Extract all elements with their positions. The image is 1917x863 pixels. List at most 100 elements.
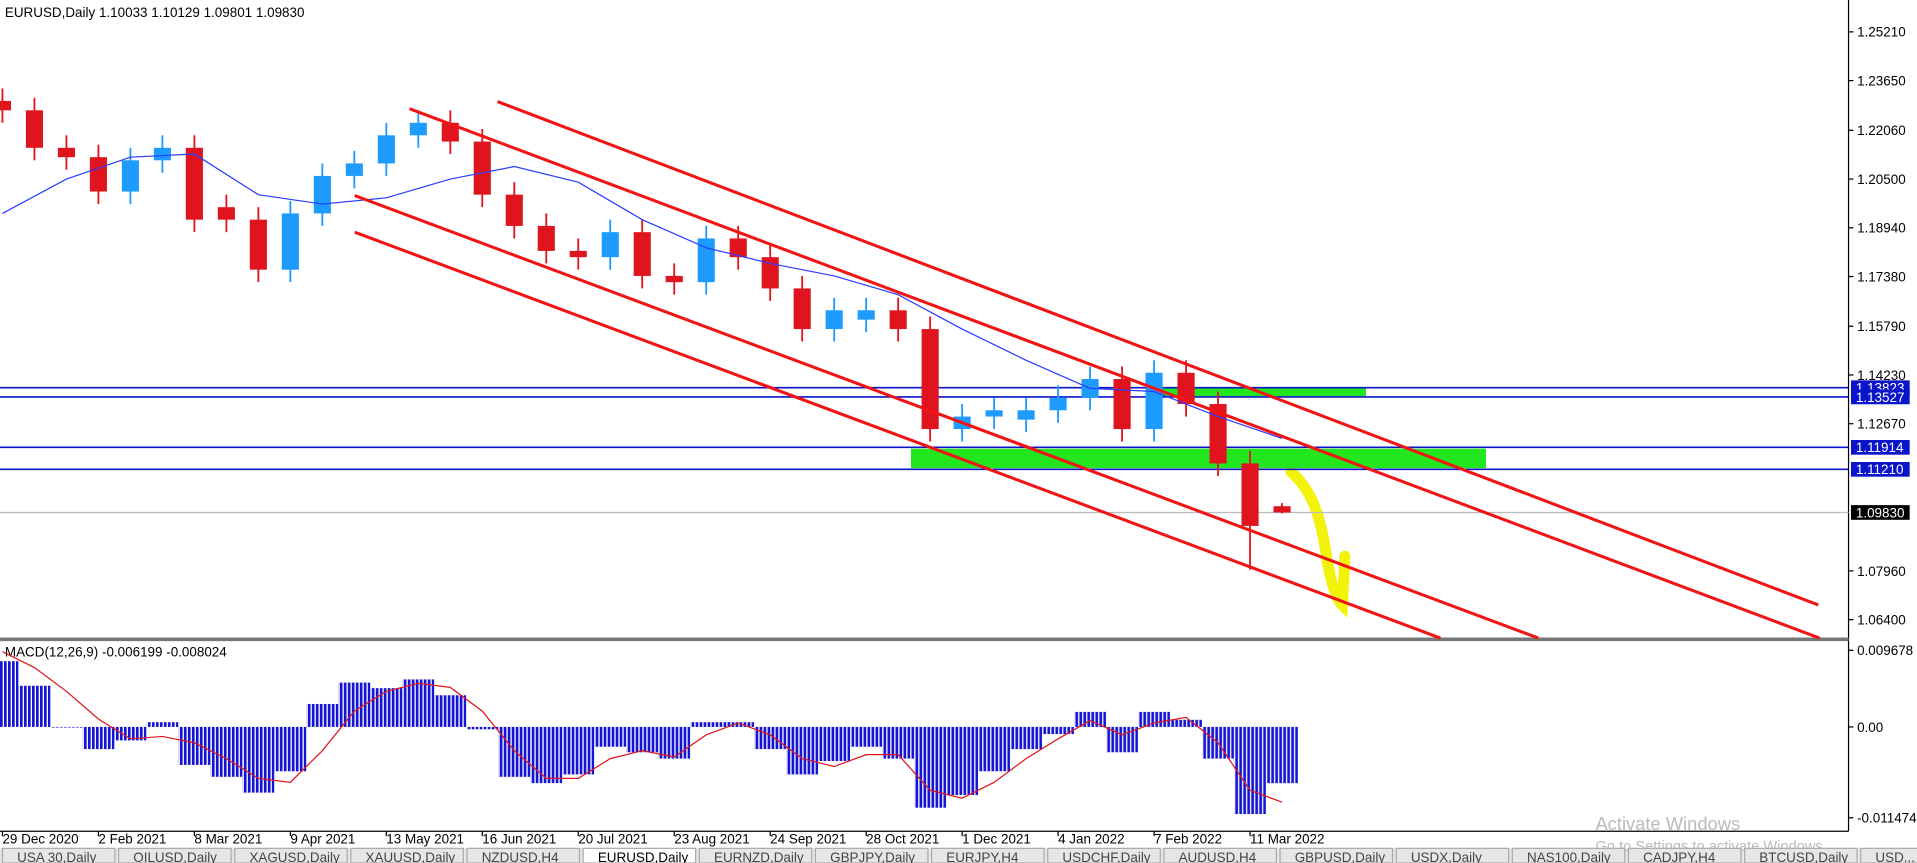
candle-body (1241, 463, 1259, 526)
tab[interactable] (117, 847, 232, 863)
candle-body (121, 160, 139, 192)
y-tick-label: 1.23650 (1857, 74, 1906, 89)
tab-label[interactable]: USDX,Daily (1411, 850, 1482, 863)
tab[interactable] (466, 847, 581, 863)
tab-label[interactable]: CADJPY,H4 (1643, 850, 1716, 863)
x-tick-label: 9 Apr 2021 (290, 831, 355, 846)
tab[interactable] (1, 847, 116, 863)
y-tick-label: 1.07960 (1857, 564, 1906, 579)
candle-body (249, 219, 267, 270)
y-tick-label: 1.12670 (1857, 417, 1906, 432)
candle-body (89, 157, 107, 192)
macd-bar (82, 726, 115, 750)
candle-body (377, 135, 395, 164)
tab[interactable] (1279, 847, 1394, 863)
last-price-label: 1.09830 (1856, 505, 1905, 520)
tab[interactable] (1395, 847, 1510, 863)
tab[interactable] (1860, 847, 1917, 863)
tab[interactable] (698, 847, 813, 863)
y-tick-label: 1.06400 (1857, 613, 1906, 628)
tab-label[interactable]: BTCUSD,Daily (1759, 850, 1848, 863)
tab-label[interactable]: EURUSD,Daily (598, 850, 689, 863)
x-tick-label: 4 Jan 2022 (1058, 831, 1125, 846)
candle-body (825, 310, 843, 330)
macd-bar (626, 726, 659, 753)
candle-body (409, 122, 427, 136)
candle-body (921, 329, 939, 430)
y-tick-label: 1.17380 (1857, 269, 1906, 284)
tab-label[interactable]: USDCHF,Daily (1062, 850, 1150, 863)
macd-bar (658, 726, 691, 759)
tab[interactable] (1744, 847, 1858, 863)
candle-body (857, 310, 875, 320)
macd-bar (1042, 726, 1075, 735)
macd-bar (18, 685, 51, 727)
zone (910, 448, 1486, 469)
candle-body (1209, 404, 1227, 464)
level-label: 1.11210 (1856, 462, 1904, 477)
tab-label[interactable]: AUDUSD,H4 (1179, 850, 1257, 863)
tab[interactable] (234, 847, 348, 863)
x-tick-label: 7 Feb 2022 (1154, 831, 1222, 846)
tab[interactable] (1047, 847, 1161, 863)
candle-body (665, 275, 683, 283)
level-label: 1.11914 (1856, 440, 1904, 455)
watermark: Activate Windows (1595, 813, 1740, 834)
tab[interactable] (1163, 847, 1277, 863)
macd-bar (1170, 719, 1202, 727)
macd-bar (1074, 711, 1106, 727)
tab-label[interactable]: EURJPY,H4 (946, 850, 1019, 863)
macd-bar (114, 726, 147, 741)
y-tick-label: -0.011474 (1857, 811, 1917, 826)
tab-label[interactable]: XAGUSD,Daily (249, 850, 340, 863)
tab-label[interactable]: USA 30,Daily (17, 850, 96, 863)
macd-bar (594, 726, 627, 747)
tab-label[interactable]: GBPUSD,Daily (1295, 850, 1386, 863)
tab-label[interactable]: NZDUSD,H4 (482, 850, 559, 863)
tab-label[interactable]: EURNZD,Daily (714, 850, 804, 863)
y-tick-label: 1.22060 (1857, 123, 1906, 138)
candle-body (345, 163, 363, 176)
macd-bar (402, 679, 435, 727)
candle-body (1145, 372, 1163, 430)
candle-body (793, 288, 811, 330)
tab[interactable] (1627, 847, 1742, 863)
candle-body (153, 147, 171, 161)
tab-label[interactable]: GBPJPY,Daily (830, 850, 915, 863)
trendline (354, 194, 1539, 640)
tab[interactable] (930, 847, 1045, 863)
x-tick-label: 16 Jun 2021 (482, 831, 556, 846)
tab[interactable] (1511, 847, 1626, 863)
candle-body (281, 213, 299, 270)
macd-bar (178, 726, 211, 765)
candle-body (1177, 372, 1195, 405)
macd-bar (466, 726, 499, 730)
macd-bar (1010, 726, 1043, 750)
macd-signal (2, 651, 1283, 803)
level-label-box (1850, 389, 1910, 405)
tab[interactable] (814, 847, 929, 863)
candle-body (57, 147, 75, 158)
candle-body (185, 147, 203, 220)
tab-label[interactable]: NAS100,Daily (1527, 850, 1611, 863)
macd-bar (1234, 726, 1266, 815)
x-tick-label: 13 May 2021 (386, 831, 464, 846)
macd-bar (50, 726, 83, 728)
tab-label[interactable]: XAUUSD,Daily (366, 850, 456, 863)
x-tick-label: 1 Dec 2021 (962, 831, 1031, 846)
candle-body (633, 232, 651, 276)
tab-label[interactable]: OILUSD,Daily (133, 850, 217, 863)
x-tick-label: 28 Oct 2021 (866, 831, 939, 846)
candle-body (1113, 379, 1131, 430)
tab[interactable] (582, 847, 697, 863)
tab-label[interactable]: USD... (1875, 850, 1915, 863)
tab[interactable] (350, 847, 464, 863)
chart-title: EURUSD,Daily 1.10033 1.10129 1.09801 1.0… (5, 5, 305, 20)
x-tick-label: 29 Dec 2020 (2, 831, 78, 846)
macd-bar (306, 703, 339, 727)
trendline (354, 230, 1441, 640)
trendline (408, 107, 1821, 640)
macd-bar (242, 726, 275, 793)
last-price-box (1850, 505, 1910, 520)
